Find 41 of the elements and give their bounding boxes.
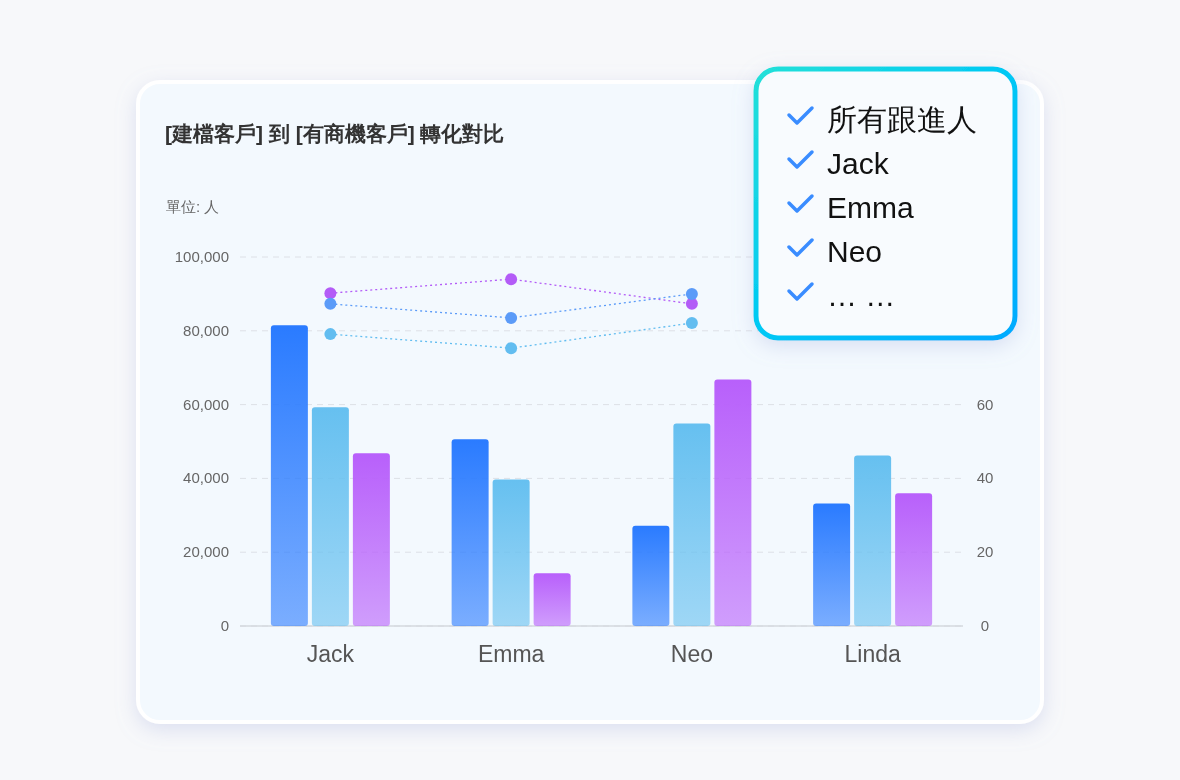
y-tick-label: 80,000 xyxy=(183,321,229,339)
bar xyxy=(311,407,349,626)
bar xyxy=(895,493,933,626)
y-tick-label: 20,000 xyxy=(183,543,229,561)
x-tick-label: Jack xyxy=(306,641,355,667)
bar xyxy=(533,573,571,626)
bar xyxy=(714,379,752,626)
annotation: … … xyxy=(827,279,896,312)
point xyxy=(685,287,698,300)
bar xyxy=(813,503,851,626)
point xyxy=(505,273,518,286)
point xyxy=(505,342,518,355)
point xyxy=(685,317,698,330)
y-tick-label: 60,000 xyxy=(183,395,229,413)
bar xyxy=(451,439,489,626)
text: Emma xyxy=(827,191,914,224)
x-tick-label: Neo xyxy=(670,641,713,667)
y-tick-label: 40,000 xyxy=(183,469,229,487)
bar xyxy=(673,423,711,626)
y2-tick-label: 20 xyxy=(976,543,994,561)
y-tick-label: 100,000 xyxy=(174,248,229,265)
text: Jack xyxy=(827,147,890,180)
point xyxy=(324,287,337,300)
y2-tick-label: 60 xyxy=(976,395,994,413)
x-tick-label: Emma xyxy=(477,641,545,667)
point xyxy=(505,311,518,324)
bar xyxy=(632,525,670,626)
x-tick-label: Linda xyxy=(844,641,901,667)
y2-tick-label: 0 xyxy=(980,617,990,634)
text: 所有跟進人 xyxy=(827,103,977,136)
bar xyxy=(270,325,308,626)
annotation: Neo xyxy=(827,235,883,268)
y2-tick-label: 40 xyxy=(976,469,994,487)
y-axis-title: 單位: 人 xyxy=(166,198,220,215)
bar xyxy=(352,453,390,626)
bar xyxy=(854,455,892,626)
y-tick-label: 0 xyxy=(220,617,229,634)
chart-title: [建檔客戶] 到 [有商機客戶] 轉化對比 xyxy=(165,122,505,145)
point xyxy=(324,297,337,310)
bar xyxy=(492,479,530,626)
point xyxy=(324,328,337,341)
